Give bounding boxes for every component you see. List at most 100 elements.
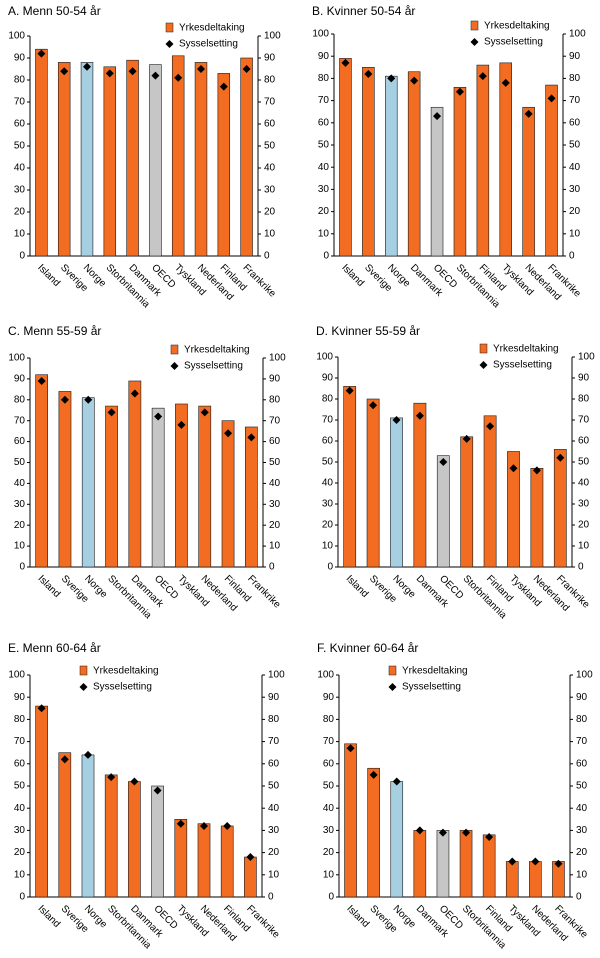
y-tick-label-left: 10 (322, 541, 334, 552)
chart-title: C. Menn 55-59 år (8, 324, 101, 338)
bar-oecd (436, 830, 450, 898)
bar-island (339, 58, 352, 257)
y-tick-label-right: 30 (578, 499, 590, 510)
y-tick-label-left: 20 (318, 206, 330, 217)
category-label: Island (344, 573, 371, 600)
y-tick-label-right: 70 (268, 736, 280, 747)
bar-oecd (436, 455, 450, 568)
bar-oecd (149, 64, 162, 257)
y-tick-label-right: 40 (264, 163, 276, 174)
y-tick-label-right: 30 (269, 499, 281, 510)
marker-oecd (439, 458, 448, 466)
y-tick-label-left: 30 (14, 499, 26, 510)
bar-tyskland (499, 62, 513, 257)
y-tick-label-right: 70 (578, 415, 590, 426)
y-tick-label-left: 50 (322, 457, 334, 468)
bar-norge (81, 397, 95, 568)
y-tick-label-right: 60 (569, 117, 581, 128)
y-tick-label-right: 60 (264, 119, 276, 130)
chart-title: F. Kvinner 60-64 år (317, 641, 418, 655)
legend-label-yrkesdeltaking: Yrkesdeltaking (93, 666, 159, 677)
marker-nederland (524, 109, 533, 118)
chart-title: D. Kvinner 55-59 år (316, 324, 420, 338)
y-tick-label-left: 100 (317, 670, 334, 681)
y-tick-label-left: 70 (323, 736, 335, 747)
y-tick-label-right: 70 (569, 95, 581, 106)
y-tick-label-right: 80 (268, 714, 280, 725)
y-tick-label-right: 0 (269, 562, 275, 573)
legend-marker-swatch (79, 683, 88, 691)
y-tick-label-left: 40 (14, 163, 26, 174)
y-tick-label-left: 0 (327, 562, 333, 573)
marker-island (341, 58, 350, 67)
bar-norge (80, 62, 94, 257)
y-tick-label-right: 80 (578, 394, 590, 405)
y-tick-label-right: 20 (569, 206, 581, 217)
y-tick-label-left: 50 (14, 457, 26, 468)
bar-finland (483, 415, 497, 568)
marker-frankrike (242, 65, 251, 73)
bar-finland (217, 73, 231, 257)
legend-marker-swatch (479, 361, 488, 369)
bar-finland (482, 834, 496, 898)
chart-panel: F. Kvinner 60-64 år 0 0 10 10 20 20 30 30 40 40 50 5… (317, 641, 593, 951)
marker-frankrike (547, 94, 556, 103)
y-tick-label-left: 40 (318, 162, 330, 173)
y-tick-label-left: 70 (14, 97, 26, 108)
legend-marker-swatch (470, 38, 479, 46)
chart-panel: D. Kvinner 55-59 år 0 0 10 10 20 20 30 30 40 40 50 5… (316, 324, 595, 621)
marker-finland (485, 833, 494, 842)
y-tick-label-left: 60 (14, 436, 26, 447)
marker-norge (387, 74, 396, 83)
y-tick-label-right: 20 (576, 847, 588, 858)
y-tick-label-left: 0 (19, 251, 25, 262)
y-tick-label-right: 90 (268, 692, 280, 703)
chart-panel: E. Menn 60-64 år 0 0 10 10 20 20 30 30 40 40 50 50 60… (8, 641, 285, 951)
category-label: Frankrike (245, 573, 283, 611)
y-tick-label-right: 90 (569, 51, 581, 62)
y-tick-label-right: 60 (578, 436, 590, 447)
y-tick-label-left: 80 (14, 394, 26, 405)
y-tick-label-right: 0 (569, 251, 575, 262)
bar-tyskland (175, 403, 188, 568)
y-tick-label-right: 100 (264, 31, 281, 42)
y-tick-label-right: 100 (576, 670, 593, 681)
y-tick-label-right: 50 (269, 457, 281, 468)
marker-norge (84, 750, 92, 759)
bar-sverige (366, 398, 380, 568)
marker-tyskland (509, 464, 518, 473)
y-tick-label-left: 70 (14, 736, 26, 747)
y-tick-label-right: 10 (578, 541, 590, 552)
y-tick-label-left: 80 (323, 714, 335, 725)
marker-tyskland (508, 857, 517, 866)
y-tick-label-left: 100 (8, 670, 25, 681)
y-tick-label-left: 60 (14, 758, 26, 769)
legend-label-yrkesdeltaking: Yrkesdeltaking (179, 23, 245, 34)
legend-bar-swatch (479, 343, 488, 354)
legend-label-yrkesdeltaking: Yrkesdeltaking (184, 345, 250, 356)
y-tick-label-left: 70 (322, 415, 334, 426)
marker-norge (392, 777, 401, 786)
y-tick-label-left: 90 (318, 51, 330, 62)
marker-finland (224, 429, 233, 438)
legend-marker-swatch (170, 362, 179, 370)
bar-danmark (407, 71, 421, 257)
y-tick-label-right: 20 (268, 847, 280, 858)
marker-danmark (130, 389, 139, 398)
y-tick-label-left: 60 (318, 117, 330, 128)
y-tick-label-left: 20 (323, 847, 335, 858)
marker-norge (392, 416, 401, 424)
y-tick-label-left: 50 (14, 781, 26, 792)
chart-panel: B. Kvinner 50-54 år 0 0 10 10 20 20 30 30 40 40 50 5… (312, 4, 586, 310)
bar-nederland (522, 106, 535, 257)
category-label: Island (339, 262, 366, 289)
y-tick-label-right: 80 (576, 714, 588, 725)
y-tick-label-right: 40 (576, 803, 588, 814)
y-tick-label-right: 60 (269, 436, 281, 447)
marker-danmark (128, 67, 137, 76)
bar-tyskland (174, 818, 188, 898)
legend-bar-swatch (470, 20, 479, 31)
y-tick-label-left: 70 (318, 95, 330, 106)
y-tick-label-left: 70 (14, 415, 26, 426)
marker-oecd (438, 828, 447, 837)
